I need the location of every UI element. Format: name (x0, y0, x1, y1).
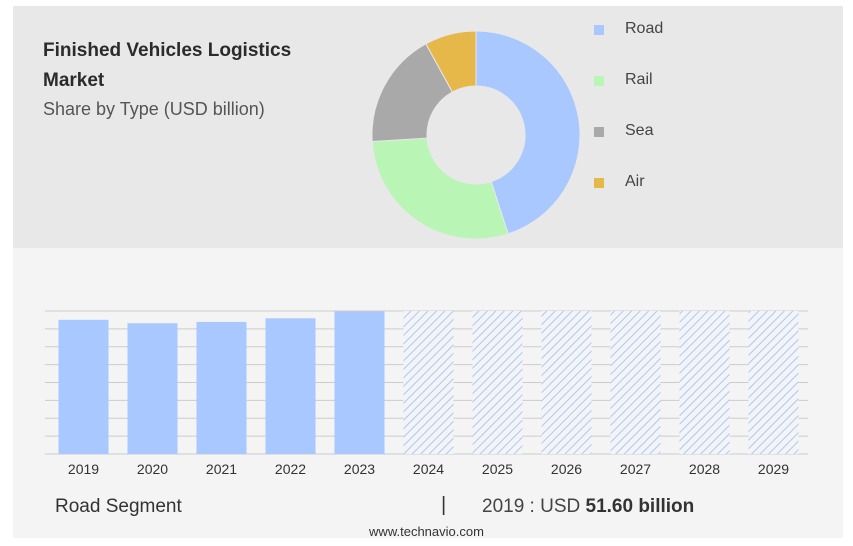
segment-value-prefix: 2019 : USD (482, 496, 586, 517)
forecast-bar-2029 (748, 311, 799, 454)
bar-2022 (265, 318, 316, 454)
x-tick-label: 2029 (758, 461, 789, 477)
legend-swatch (594, 76, 604, 86)
donut-chart (371, 30, 581, 240)
legend-label: Sea (625, 122, 654, 139)
x-tick-label: 2028 (689, 461, 720, 477)
x-tick-label: 2022 (275, 461, 306, 477)
bar-2020 (127, 323, 178, 454)
x-tick-label: 2025 (482, 461, 513, 477)
forecast-bar-2024 (403, 311, 454, 454)
footer-separator: | (441, 494, 447, 516)
legend-label: Road (625, 20, 664, 37)
segment-value-amount: 51.60 billion (585, 496, 695, 517)
x-tick-label: 2027 (620, 461, 651, 477)
x-tick-label: 2026 (551, 461, 582, 477)
forecast-bar-2026 (541, 311, 592, 454)
bar-2019 (58, 319, 109, 454)
x-tick-label: 2019 (68, 461, 99, 477)
segment-label: Road Segment (55, 496, 182, 517)
forecast-bar-2027 (610, 311, 661, 454)
forecast-bar-2025 (472, 311, 523, 454)
legend-swatch (594, 127, 604, 137)
x-tick-label: 2021 (206, 461, 237, 477)
forecast-bar-2028 (679, 311, 730, 454)
donut-slice-rail (371, 137, 509, 240)
x-tick-label: 2020 (137, 461, 168, 477)
legend-label: Rail (625, 71, 653, 88)
chart-title: Finished Vehicles Logistics Market (43, 40, 292, 91)
bar-2021 (196, 321, 247, 454)
bar-2023 (334, 311, 385, 454)
segment-value: 2019 : USD 51.60 billion (482, 496, 694, 518)
bar-series (58, 311, 799, 454)
chart-subtitle: Share by Type (USD billion) (43, 99, 265, 119)
donut-slice-air (425, 30, 477, 93)
x-tick-label: 2024 (413, 461, 444, 477)
x-tick-label: 2023 (344, 461, 375, 477)
legend-swatch (594, 178, 604, 188)
legend-swatch (594, 25, 604, 35)
donut-slice-road (475, 30, 581, 235)
source-link[interactable]: www.technavio.com (369, 524, 484, 539)
legend-label: Air (625, 173, 645, 190)
x-axis-labels: 2019 2020 2021 2022 2023 2024 2025 2026 2027 2028… (68, 461, 789, 477)
